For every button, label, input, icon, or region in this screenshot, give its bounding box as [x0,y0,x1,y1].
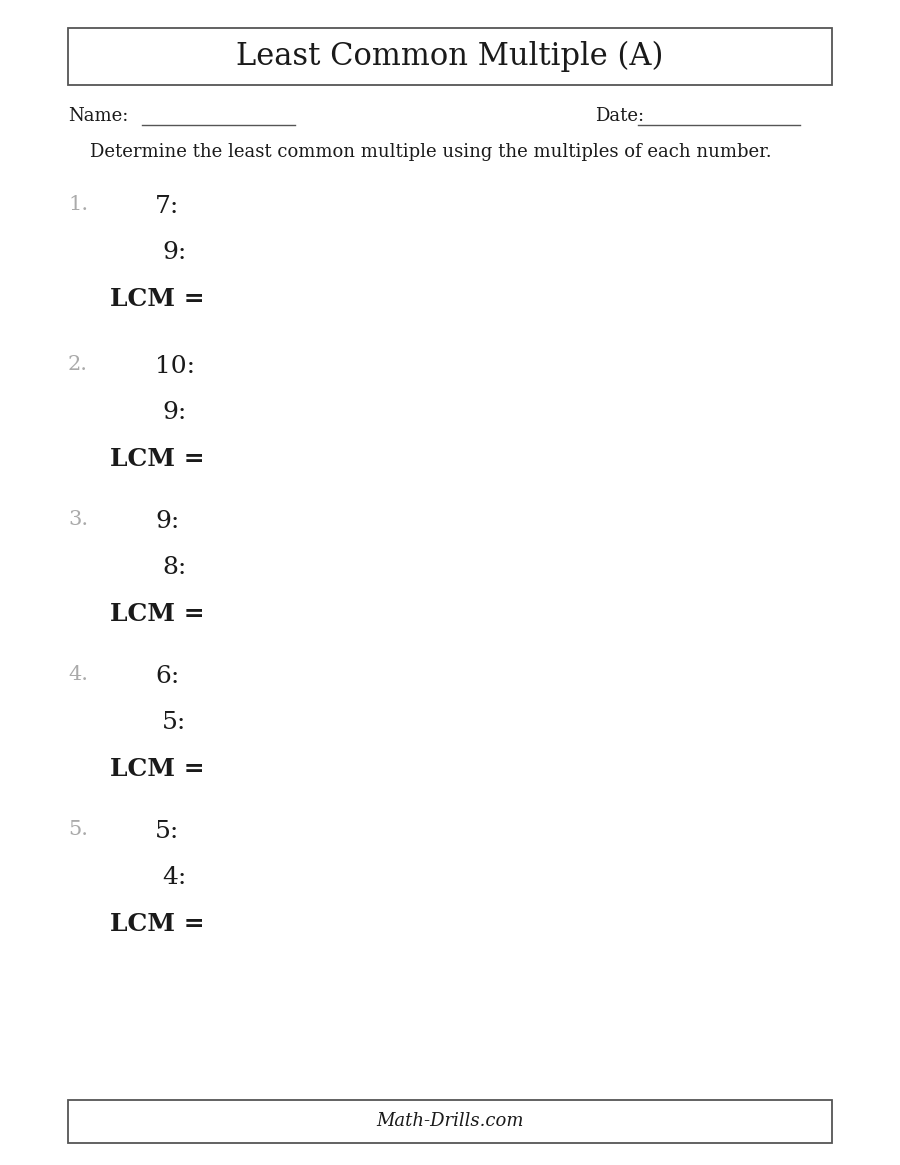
Text: 10:: 10: [155,355,195,377]
Text: 2.: 2. [68,355,88,374]
Text: Least Common Multiple (A): Least Common Multiple (A) [237,41,663,72]
Text: LCM =: LCM = [110,757,204,781]
Text: 5.: 5. [68,820,88,839]
Text: 3.: 3. [68,510,88,529]
Text: LCM =: LCM = [110,287,204,311]
Text: 4:: 4: [162,866,186,889]
Text: 9:: 9: [155,510,179,534]
Text: 4.: 4. [68,665,88,684]
Text: Math-Drills.com: Math-Drills.com [376,1113,524,1130]
Text: 1.: 1. [68,195,88,214]
Text: Date:: Date: [595,107,644,125]
Text: 9:: 9: [162,241,186,264]
Text: 8:: 8: [162,556,186,579]
Text: 6:: 6: [155,665,179,689]
Text: LCM =: LCM = [110,602,204,626]
Text: Determine the least common multiple using the multiples of each number.: Determine the least common multiple usin… [90,143,771,161]
Text: Name:: Name: [68,107,129,125]
Text: 7:: 7: [155,195,179,218]
Bar [68,28,832,85]
Text: LCM =: LCM = [110,912,204,935]
Bar [68,1100,832,1143]
Text: LCM =: LCM = [110,447,204,471]
Text: 5:: 5: [155,820,179,843]
Text: 5:: 5: [162,711,186,734]
Text: 9:: 9: [162,401,186,424]
